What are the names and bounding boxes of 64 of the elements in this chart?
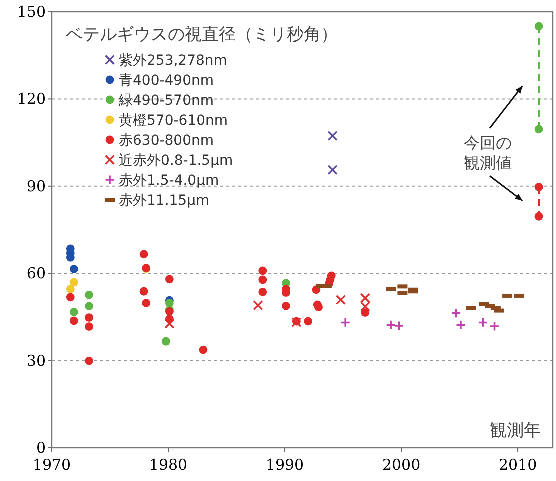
point bbox=[451, 308, 462, 319]
point bbox=[66, 293, 75, 302]
x-tick-label: 2000 bbox=[382, 456, 421, 474]
y-tick-label: 60 bbox=[26, 264, 46, 283]
point bbox=[164, 318, 175, 329]
y-tick-label: 150 bbox=[17, 3, 46, 21]
point bbox=[328, 165, 338, 176]
point bbox=[142, 299, 151, 308]
point bbox=[478, 318, 488, 328]
legend-label: 緑490-570nm bbox=[118, 93, 214, 109]
point bbox=[361, 308, 370, 318]
legend-label: 黄橙570-610nm bbox=[119, 113, 228, 129]
annotation: 今回の観測値 bbox=[464, 134, 512, 173]
point bbox=[162, 337, 170, 346]
point bbox=[258, 276, 268, 284]
text: ベテルギウスの視直径（ミリ秒角） bbox=[66, 25, 338, 45]
y-tick-label: 30 bbox=[26, 352, 46, 370]
point bbox=[85, 314, 94, 322]
point bbox=[360, 293, 371, 304]
x-tick-label: 2010 bbox=[498, 456, 538, 474]
legend-label: 紫外253,278nm bbox=[119, 53, 228, 69]
point bbox=[534, 212, 544, 221]
point bbox=[360, 302, 371, 312]
point bbox=[70, 316, 78, 326]
point bbox=[336, 294, 346, 306]
point bbox=[70, 278, 78, 287]
x-tick-label: 1990 bbox=[266, 456, 304, 474]
point bbox=[70, 265, 78, 274]
point bbox=[534, 183, 544, 192]
x-tick-label: 1970 bbox=[32, 456, 72, 474]
legend-label: 赤630-800nm bbox=[119, 133, 214, 149]
x-tick-label: 1980 bbox=[149, 456, 188, 474]
point bbox=[328, 131, 338, 142]
point bbox=[534, 125, 544, 134]
point bbox=[253, 300, 264, 311]
legend-label: 赤外11.15μm bbox=[119, 193, 210, 209]
point bbox=[140, 287, 148, 296]
point bbox=[85, 290, 94, 300]
point bbox=[304, 317, 313, 326]
point bbox=[386, 320, 396, 330]
point bbox=[394, 320, 404, 332]
point bbox=[70, 308, 78, 316]
x-axis-title: 観測年 bbox=[490, 421, 541, 441]
y-tick-label: 90 bbox=[26, 177, 46, 196]
point bbox=[314, 303, 324, 312]
legend-label: 近赤外0.8-1.5μm bbox=[119, 153, 234, 169]
point bbox=[456, 320, 466, 330]
point bbox=[258, 266, 268, 276]
point bbox=[140, 250, 148, 259]
point bbox=[490, 321, 500, 332]
point bbox=[534, 22, 544, 31]
point bbox=[282, 302, 290, 310]
point bbox=[85, 356, 94, 366]
point bbox=[258, 288, 268, 296]
point bbox=[165, 275, 174, 284]
point bbox=[340, 318, 351, 328]
point bbox=[85, 322, 94, 331]
y-tick-label: 120 bbox=[17, 90, 46, 108]
legend-label: 青400-490nm bbox=[119, 73, 214, 89]
point bbox=[199, 346, 208, 354]
y-tick-label: 0 bbox=[36, 439, 46, 457]
point bbox=[66, 285, 75, 294]
legend-label: 赤外1.5-4.0μm bbox=[119, 173, 220, 189]
point bbox=[85, 302, 94, 311]
